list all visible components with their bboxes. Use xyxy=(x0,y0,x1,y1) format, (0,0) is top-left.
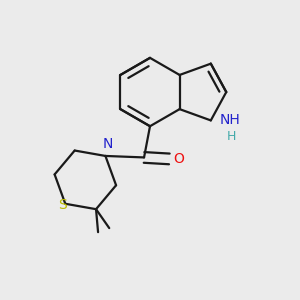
Text: N: N xyxy=(103,137,113,151)
Text: O: O xyxy=(173,152,184,166)
Text: H: H xyxy=(226,130,236,143)
Text: S: S xyxy=(58,198,67,212)
Text: NH: NH xyxy=(219,113,240,127)
